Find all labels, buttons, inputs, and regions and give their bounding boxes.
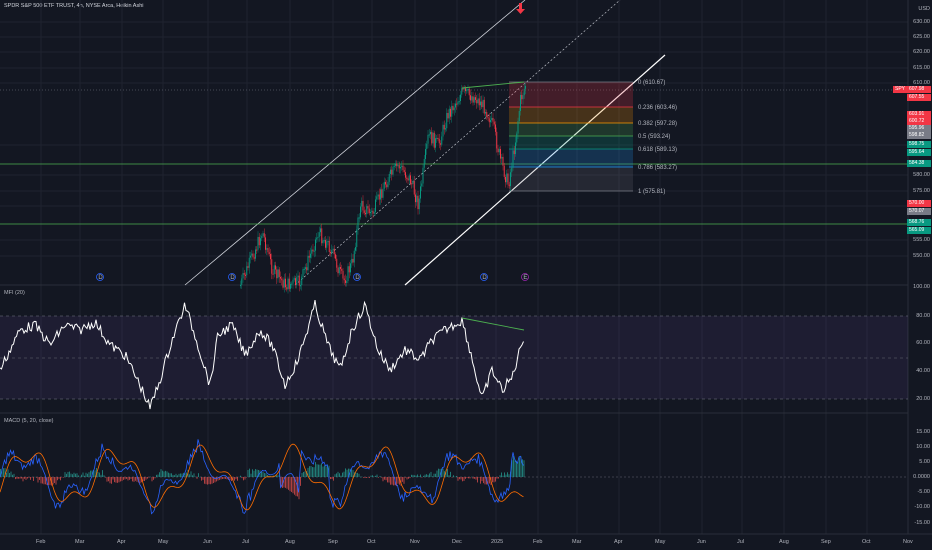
- macd-axis-tick: 15.00: [916, 429, 930, 435]
- price-chip: 570.07: [907, 208, 931, 215]
- macd-label[interactable]: MACD (5, 20, close): [4, 418, 54, 424]
- time-axis-tick: Oct: [862, 539, 871, 545]
- grid: [0, 0, 909, 534]
- time-axis-tick: Jul: [737, 539, 745, 545]
- mfi-line: [0, 300, 524, 410]
- price-axis-tick: 620.00: [913, 49, 930, 55]
- mfi-axis-tick: 80.00: [916, 313, 930, 319]
- channel-upper-line: [184, 0, 526, 286]
- event-marker-icon[interactable]: [353, 273, 361, 281]
- divergence-line-price: [461, 81, 525, 89]
- svg-text:D: D: [482, 275, 487, 281]
- candles: [240, 83, 526, 294]
- svg-text:D: D: [98, 275, 103, 281]
- time-axis-tick: Apr: [614, 539, 623, 545]
- mfi-axis-tick: 20.00: [916, 396, 930, 402]
- mfi-band: [0, 316, 908, 399]
- time-axis-tick: May: [158, 539, 169, 545]
- time-axis-tick: Sep: [821, 539, 831, 545]
- price-chip: 584.38: [907, 160, 931, 167]
- price-chip: 600.72: [907, 118, 931, 125]
- time-axis-tick: Feb: [36, 539, 46, 545]
- mfi-axis-tick: 40.00: [916, 368, 930, 374]
- fib-level-label: 0.382 (597.28): [638, 121, 677, 127]
- price-chip: 607.98: [907, 86, 931, 93]
- time-axis-tick: Mar: [572, 539, 582, 545]
- channel-middle-line: [294, 0, 621, 286]
- svg-text:D: D: [355, 275, 360, 281]
- mfi-label[interactable]: MFI (20): [4, 290, 25, 296]
- price-chip: 603.91: [907, 111, 931, 118]
- time-axis-tick: Sep: [328, 539, 338, 545]
- price-chip: 595.64: [907, 149, 931, 156]
- time-axis-tick: Aug: [285, 539, 295, 545]
- macd-axis-tick: 10.00: [916, 444, 930, 450]
- time-axis-tick: Mar: [75, 539, 85, 545]
- price-axis-tick: 555.00: [913, 237, 930, 243]
- sell-arrow-icon: [516, 3, 525, 14]
- event-marker-icon[interactable]: [521, 273, 529, 281]
- price-axis-tick: 610.00: [913, 80, 930, 86]
- macd-histogram: [0, 455, 525, 500]
- macd-signal-line: [0, 443, 524, 511]
- price-chip: 595.96: [907, 125, 931, 132]
- svg-text:E: E: [523, 275, 527, 281]
- time-axis-tick: Nov: [903, 539, 913, 545]
- symbol-tag: SPY: [892, 86, 907, 93]
- price-chip: 598.82: [907, 132, 931, 139]
- fib-retracement[interactable]: 0 (610.67) 0.236 (603.46) 0.382 (597.28) 0.…: [509, 80, 677, 195]
- price-axis-tick: 630.00: [913, 19, 930, 25]
- time-axis-tick: Jun: [203, 539, 212, 545]
- time-axis-tick: Nov: [410, 539, 420, 545]
- time-axis-tick: Jun: [697, 539, 706, 545]
- time-axis-tick: Dec: [452, 539, 462, 545]
- price-axis-tick: 625.00: [913, 34, 930, 40]
- event-marker-icon[interactable]: [480, 273, 488, 281]
- price-chip: 607.55: [907, 94, 931, 101]
- time-axis-tick: 2025: [491, 539, 504, 545]
- svg-text:D: D: [230, 275, 235, 281]
- mfi-axis-tick: 60.00: [916, 340, 930, 346]
- event-marker-icon[interactable]: [228, 273, 236, 281]
- macd-line: [0, 439, 524, 515]
- time-axis-tick: Feb: [533, 539, 543, 545]
- mfi-axis-tick: 100.00: [913, 284, 930, 290]
- macd-axis-tick: 0.0000: [913, 474, 930, 480]
- price-axis-tick: 615.00: [913, 65, 930, 71]
- fib-level-label: 0.5 (593.24): [638, 134, 670, 140]
- fib-level-label: 0.786 (583.27): [638, 165, 677, 171]
- time-axis-tick: Aug: [779, 539, 789, 545]
- fib-level-label: 1 (575.81): [638, 189, 665, 195]
- price-chip: 570.00: [907, 200, 931, 207]
- fib-level-label: 0 (610.67): [638, 80, 665, 86]
- time-axis-tick: Apr: [117, 539, 126, 545]
- channel-lower-line: [404, 54, 666, 286]
- chart-title: SPDR S&P 500 ETF TRUST, 4h, NYSE Arca, H…: [4, 3, 144, 9]
- time-axis-tick: May: [655, 539, 666, 545]
- fib-level-label: 0.618 (589.13): [638, 147, 677, 153]
- price-axis-tick: 580.00: [913, 172, 930, 178]
- price-chip: 598.75: [907, 141, 931, 148]
- currency-label[interactable]: USD: [918, 6, 930, 12]
- fib-level-label: 0.236 (603.46): [638, 105, 677, 111]
- price-chip: 568.76: [907, 219, 931, 226]
- price-axis-tick: 550.00: [913, 253, 930, 259]
- price-chip: 565.09: [907, 227, 931, 234]
- event-marker-icon[interactable]: [96, 273, 104, 281]
- macd-axis-tick: -15.00: [914, 520, 930, 526]
- macd-axis-tick: -5.00: [917, 489, 930, 495]
- macd-axis-tick: 5.00: [919, 459, 930, 465]
- time-axis-tick: Jul: [242, 539, 250, 545]
- time-axis-tick: Oct: [367, 539, 376, 545]
- divergence-line-mfi: [461, 317, 525, 331]
- price-axis-tick: 575.00: [913, 188, 930, 194]
- macd-axis-tick: -10.00: [914, 504, 930, 510]
